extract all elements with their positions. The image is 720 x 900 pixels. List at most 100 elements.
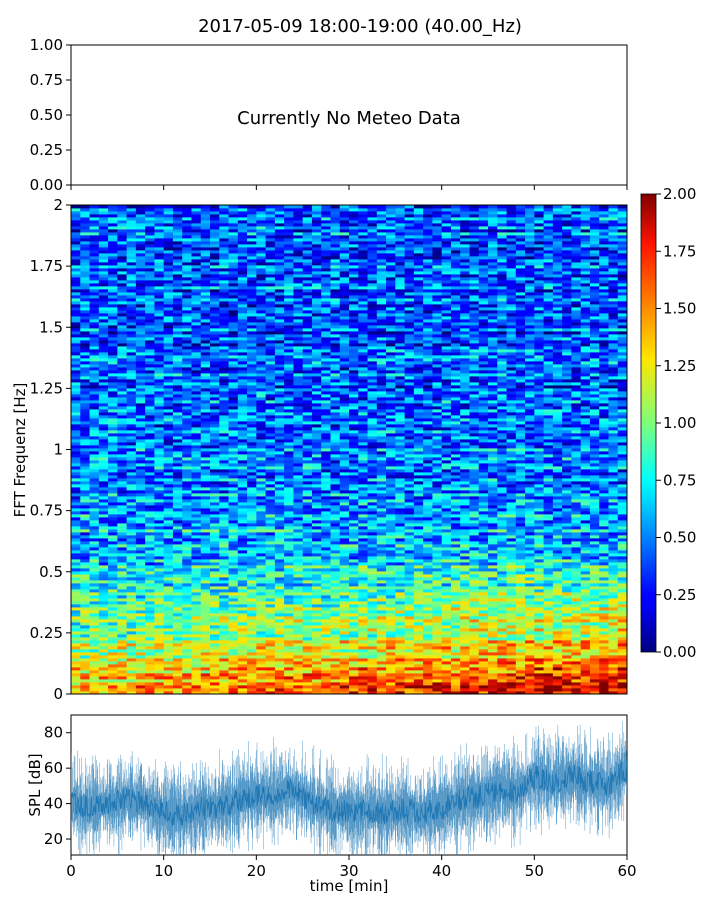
spectrogram-cell [552,604,563,608]
spectrogram-cell [237,664,248,668]
spectrogram-cell [256,544,266,548]
spectrogram-cell [321,484,331,488]
spectrogram-cell [265,517,276,521]
spectrogram-cell [608,520,619,524]
spectrogram-cell [108,652,118,656]
spectrogram-cell [247,550,257,554]
spectrogram-cell [617,685,628,689]
spectrogram-cell [488,676,498,680]
spectrogram-cell [617,625,628,629]
spectrogram-cell [441,490,452,494]
spectrogram-cell [543,610,554,614]
spectrogram-cell [330,655,341,659]
spectrogram-cell [145,493,155,497]
spectrogram-cell [571,463,582,467]
spectrogram-cell [117,517,127,521]
spectrogram-cell [525,667,535,671]
spectrogram-cell [339,622,350,626]
spectrogram-cell [71,490,81,494]
spectrogram-cell [237,523,248,527]
spectrogram-cell [478,631,489,635]
spectrogram-cell [358,622,368,626]
spectrogram-cell [423,565,433,569]
spectrogram-cell [386,487,396,491]
spectrogram-cell [441,517,452,521]
spectrogram-cell [515,541,526,545]
spectrogram-cell [571,547,582,551]
spectrogram-cell [154,502,165,506]
spectrogram-cell [302,463,313,467]
spectrogram-cell [256,493,266,497]
spectrogram-cell [571,574,582,578]
spectrogram-cell [182,460,192,464]
spectrogram-cell [423,628,433,632]
spectrogram-cell [404,637,415,641]
spectrogram-cell [460,535,470,539]
spectrogram-cell [321,673,331,677]
spectrogram-cell [247,514,257,518]
spectrogram-cell [284,655,294,659]
spectrogram-cell [488,637,498,641]
spectrogram-cell [89,580,100,584]
spectrogram-cell [376,634,387,638]
spectrogram-cell [488,574,498,578]
spectrogram-cell [386,451,396,455]
spectrogram-cell [608,655,619,659]
spectrogram-cell [543,481,554,485]
spectrogram-cell [210,628,220,632]
spectrogram-cell [543,625,554,629]
spectrogram-cell [330,490,341,494]
spectrogram-cell [274,583,285,587]
spectrogram-cell [154,508,165,512]
spectrogram-cell [200,640,211,644]
spectrogram-cell [330,517,341,521]
spectrogram-cell [200,508,211,512]
spectrogram-cell [367,502,378,506]
spectrogram-cell [543,688,554,692]
spectrogram-cell [376,547,387,551]
spectrogram-cell [589,487,600,491]
spectrogram-cell [311,574,322,578]
spectrogram-cell [441,610,452,614]
spectrogram-cell [108,679,118,683]
spectrogram-cell [497,670,507,674]
spectrogram-cell [617,637,628,641]
spectrogram-cell [311,610,322,614]
spectrogram-cell [154,604,165,608]
spectrogram-cell [117,655,127,659]
spectrogram-cell [562,484,572,488]
spectrogram-cell [367,505,378,509]
spectrogram-cell [460,448,470,452]
spectrogram-cell [608,463,619,467]
spectrogram-cell [256,457,266,461]
spectrogram-cell [562,523,572,527]
spectrogram-cell [182,649,192,653]
spectrogram-cell [506,535,517,539]
spectrogram-cell [515,472,526,476]
spectrogram-cell [172,457,183,461]
spectrogram-cell [562,682,572,686]
spectrogram-cell [163,454,174,458]
spectrogram-cell [89,664,100,668]
spectrogram-cell [469,445,480,449]
spectrogram-cell [349,487,359,491]
spectrogram-cell [135,607,146,611]
spectrogram-cell [191,544,202,548]
spectrogram-cell [404,598,415,602]
spectrogram-cell [172,562,183,566]
spectrogram-cell [423,613,433,617]
spectrogram-cell [293,514,304,518]
spectrogram-cell [247,619,257,623]
spectrogram-cell [71,544,81,548]
spectrogram-cell [135,535,146,539]
spectrogram-cell [413,475,424,479]
spectrogram-cell [265,571,276,575]
spectrogram-cell [386,490,396,494]
spectrogram-cell [413,595,424,599]
spectrogram-cell [237,634,248,638]
spectrogram-cell [126,544,137,548]
spectrogram-cell [126,676,137,680]
spectrogram-cell [488,502,498,506]
spectrogram-cell [617,655,628,659]
spectrogram-cell [423,607,433,611]
